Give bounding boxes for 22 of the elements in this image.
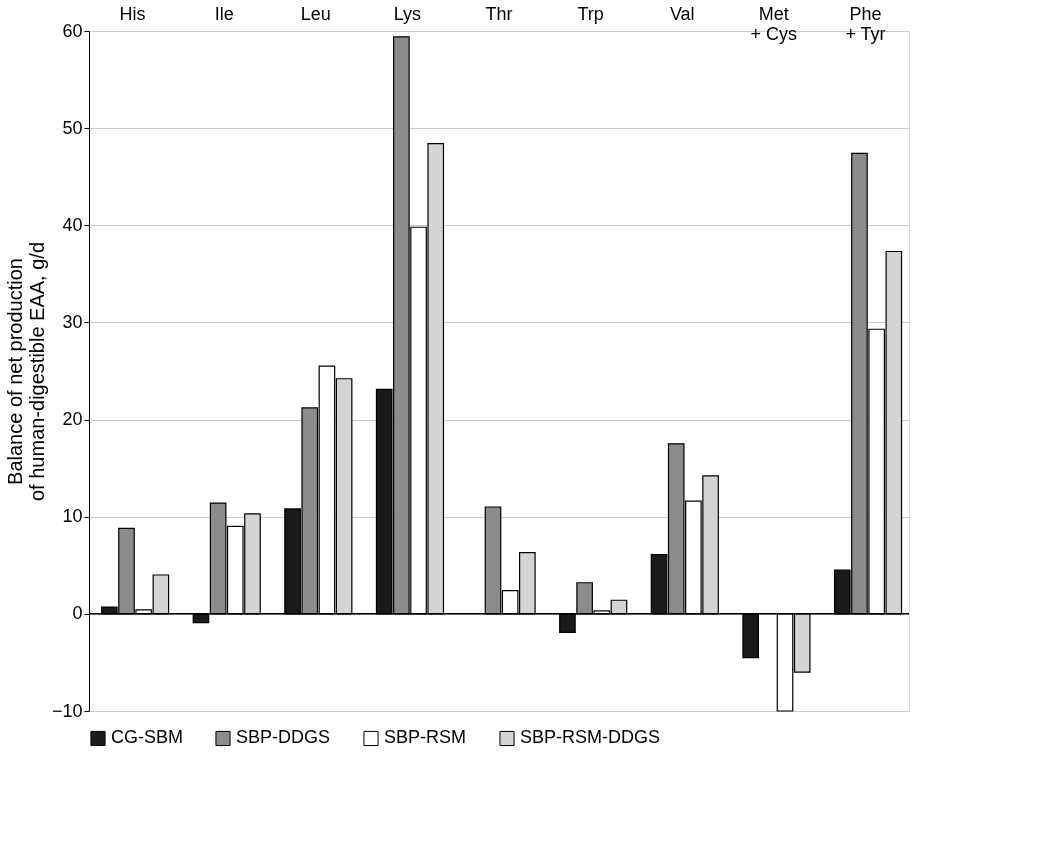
y-axis-title: Balance of net production of human-digestible EAA, g/d <box>3 241 48 502</box>
y-tick-label: 0 <box>72 603 83 624</box>
x-tick-label: Thr <box>485 3 513 24</box>
y-tick-label: 10 <box>62 506 83 527</box>
legend-label: SBP-RSM-DDGS <box>520 727 661 748</box>
legend-label: SBP-DDGS <box>236 727 331 748</box>
y-tick-label: 50 <box>62 117 83 138</box>
y-tick-label: 40 <box>62 214 83 235</box>
x-tick-label: Met + Cys <box>750 3 798 44</box>
x-tick-label: Phe + Tyr <box>845 3 886 44</box>
y-tick-label: 60 <box>62 20 83 41</box>
x-tick-label: Ile <box>214 3 234 24</box>
x-tick-label: Leu <box>300 3 331 24</box>
x-tick-label: Trp <box>577 3 604 24</box>
x-tick-label: His <box>119 3 146 24</box>
y-tick-label: 30 <box>62 311 83 332</box>
y-tick-label: 20 <box>62 409 83 430</box>
legend-label: SBP-RSM <box>384 727 467 748</box>
x-tick-label: Val <box>669 3 695 24</box>
legend-label: CG-SBM <box>111 727 183 748</box>
x-tick-label: Lys <box>393 3 422 24</box>
y-tick-label: −10 <box>51 700 83 721</box>
